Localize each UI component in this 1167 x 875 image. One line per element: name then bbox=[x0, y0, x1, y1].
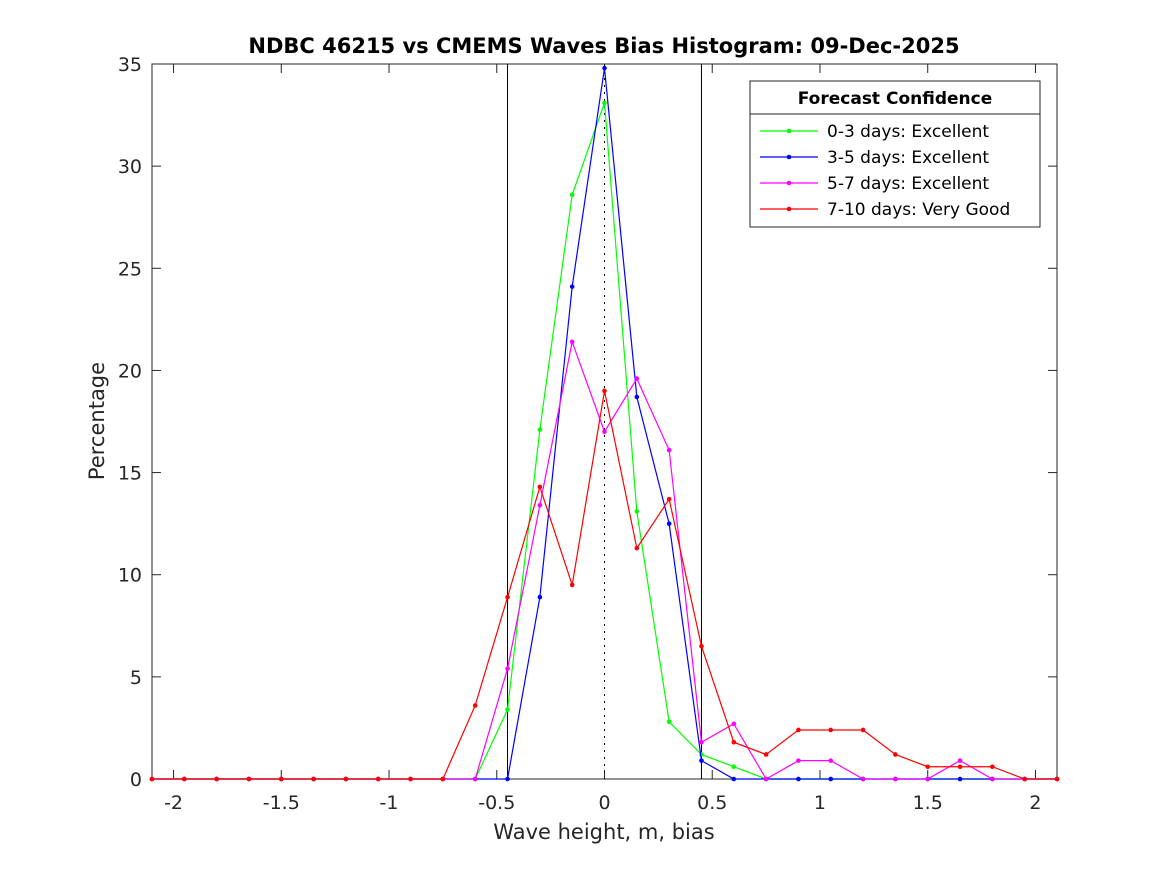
series-4-point bbox=[472, 703, 478, 708]
series-4-point bbox=[408, 776, 413, 782]
series-2-point bbox=[666, 521, 672, 526]
series-2-point bbox=[731, 776, 737, 782]
x-tick-label: -1 bbox=[380, 792, 399, 814]
series-4-point bbox=[925, 764, 931, 770]
series-3-point bbox=[796, 758, 801, 763]
series-2-point bbox=[796, 776, 801, 782]
legend-marker-1 bbox=[786, 128, 792, 134]
series-4-point bbox=[505, 594, 510, 600]
y-tick-label: 25 bbox=[118, 258, 142, 280]
series-3-point bbox=[860, 776, 866, 782]
series-4-point bbox=[699, 643, 704, 649]
x-tick-label: -2 bbox=[164, 792, 183, 814]
legend-label-4: 7-10 days: Very Good bbox=[827, 200, 1010, 220]
series-4-point bbox=[311, 776, 316, 782]
series-3-point bbox=[731, 721, 737, 727]
y-tick-label: 20 bbox=[118, 360, 142, 382]
series-4-point bbox=[1022, 776, 1027, 782]
series-2-point bbox=[505, 776, 510, 782]
series-2-point bbox=[537, 594, 543, 600]
series-2-point bbox=[602, 65, 607, 71]
series-4-point bbox=[957, 764, 963, 770]
legend-label-3: 5-7 days: Excellent bbox=[827, 174, 989, 194]
series-4-point bbox=[569, 582, 575, 588]
x-tick-label: 2 bbox=[1029, 792, 1041, 814]
series-4-point bbox=[182, 776, 187, 782]
series-3-point bbox=[569, 339, 575, 345]
series-1-point bbox=[569, 192, 575, 198]
series-1-point bbox=[634, 509, 640, 514]
series-4-point bbox=[1054, 776, 1060, 782]
series-4-point bbox=[828, 727, 834, 733]
chart-title: NDBC 46215 vs CMEMS Waves Bias Histogram… bbox=[248, 34, 959, 58]
x-tick-label: 1 bbox=[814, 792, 826, 814]
series-1-point bbox=[666, 719, 672, 725]
y-tick-label: 30 bbox=[118, 156, 142, 178]
series-3-point bbox=[763, 776, 769, 782]
series-3-point bbox=[602, 429, 607, 435]
series-4-point bbox=[537, 484, 543, 490]
y-tick-label: 15 bbox=[118, 463, 142, 485]
series-4-point bbox=[666, 496, 672, 502]
series-3-point bbox=[537, 502, 543, 508]
y-tick-label: 35 bbox=[118, 54, 142, 76]
series-3-point bbox=[699, 739, 704, 745]
x-axis-label: Wave height, m, bias bbox=[493, 820, 714, 844]
series-4-point bbox=[990, 764, 995, 770]
series-4-point bbox=[731, 739, 737, 745]
y-tick-label: 5 bbox=[130, 667, 142, 689]
series-4-point bbox=[214, 776, 219, 782]
series-3-point bbox=[634, 376, 640, 381]
legend-label-1: 0-3 days: Excellent bbox=[827, 122, 989, 142]
series-4-point bbox=[602, 388, 607, 394]
series-2-point bbox=[569, 284, 575, 289]
series-3-point bbox=[666, 447, 672, 453]
series-3-point bbox=[505, 666, 510, 671]
series-4-point bbox=[278, 776, 284, 782]
series-1-point bbox=[505, 707, 510, 712]
x-tick-label: 1.5 bbox=[913, 792, 943, 814]
x-tick-label: -1.5 bbox=[263, 792, 300, 814]
legend-label-2: 3-5 days: Excellent bbox=[827, 148, 989, 168]
y-tick-label: 0 bbox=[130, 769, 142, 791]
series-3-point bbox=[925, 776, 931, 782]
legend-marker-4 bbox=[786, 206, 792, 212]
series-2-point bbox=[634, 394, 640, 400]
series-1-point bbox=[602, 100, 607, 106]
x-tick-label: -0.5 bbox=[478, 792, 515, 814]
y-tick-label: 10 bbox=[118, 565, 142, 587]
legend: Forecast Confidence 0-3 days: Excellent 3-… bbox=[749, 80, 1041, 228]
series-2-point bbox=[957, 776, 963, 782]
series-2-point bbox=[699, 758, 704, 763]
series-4-point bbox=[343, 776, 349, 782]
series-4-point bbox=[763, 752, 769, 757]
series-4-point bbox=[796, 727, 801, 733]
series-4-point bbox=[375, 776, 381, 782]
series-3-point bbox=[957, 758, 963, 763]
series-4-point bbox=[149, 776, 155, 782]
series-3-point bbox=[472, 776, 478, 782]
series-4-point bbox=[246, 776, 252, 782]
legend-title: Forecast Confidence bbox=[798, 89, 993, 109]
series-3-point bbox=[893, 776, 898, 782]
x-tick-label: 0.5 bbox=[697, 792, 727, 814]
series-1-point bbox=[731, 764, 737, 770]
series-2-point bbox=[828, 776, 834, 782]
series-4-point bbox=[860, 727, 866, 733]
series-4-point bbox=[440, 776, 446, 782]
legend-box bbox=[749, 80, 1041, 228]
legend-marker-2 bbox=[786, 154, 792, 160]
series-1-point bbox=[537, 427, 543, 432]
legend-marker-3 bbox=[786, 180, 792, 186]
series-3-point bbox=[990, 776, 995, 782]
series-4-point bbox=[893, 752, 898, 757]
y-axis-label: Percentage bbox=[85, 362, 109, 480]
series-4-point bbox=[634, 545, 640, 551]
series-3-point bbox=[828, 758, 834, 763]
x-tick-label: 0 bbox=[598, 792, 610, 814]
